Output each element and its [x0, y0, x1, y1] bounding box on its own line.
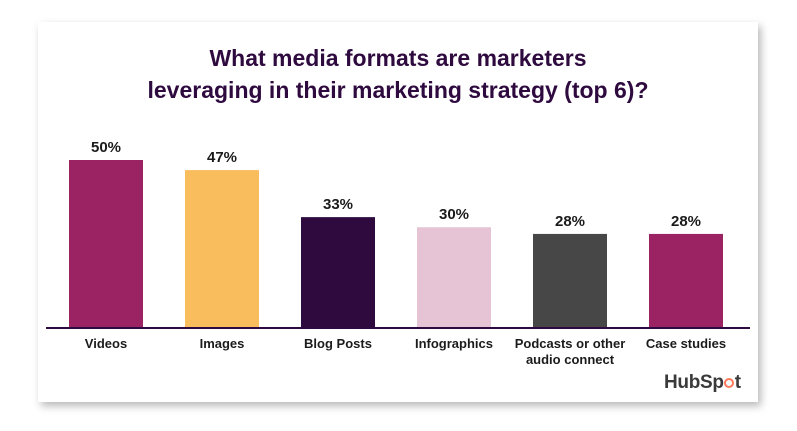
data-label-5: 28%: [671, 213, 701, 230]
data-label-3: 30%: [439, 206, 469, 223]
bar-chart: What media formats are marketers leveragi…: [46, 45, 750, 367]
data-label-0: 50%: [91, 139, 121, 156]
hubspot-logo: HubSp t: [664, 372, 741, 394]
data-label-2: 33%: [323, 196, 353, 213]
category-label-0: Videos: [85, 336, 127, 351]
bar-2: [301, 217, 375, 328]
category-label-2: Blog Posts: [304, 336, 372, 351]
bar-4: [533, 233, 607, 328]
category-label-5: Case studies: [646, 336, 726, 351]
data-label-4: 28%: [555, 213, 585, 230]
chart-card: What media formats are marketers leveragi…: [38, 22, 758, 402]
category-label-4: audio connect: [526, 352, 615, 367]
category-label-1: Images: [200, 336, 245, 351]
chart-title-line: leveraging in their marketing strategy (…: [148, 77, 649, 103]
sprocket-icon: [724, 378, 735, 388]
bar-3: [417, 227, 491, 328]
category-label-4: Podcasts or other: [515, 336, 626, 351]
logo-text-post: t: [734, 372, 741, 393]
category-label-3: Infographics: [415, 336, 493, 351]
bar-5: [649, 233, 723, 328]
chart-title-line: What media formats are marketers: [209, 45, 586, 71]
bar-0: [69, 160, 143, 328]
bar-1: [185, 170, 259, 328]
logo-text-pre: HubSp: [664, 372, 724, 393]
data-label-1: 47%: [207, 149, 237, 166]
